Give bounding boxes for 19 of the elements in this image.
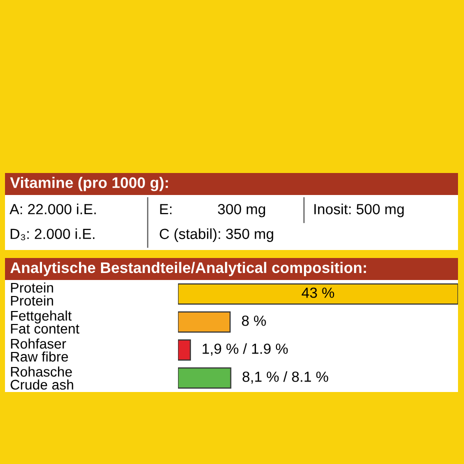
data-label: 1,9 % / 1.9 % xyxy=(202,343,288,356)
text: Inosit: 500 mg xyxy=(314,204,404,218)
bar xyxy=(178,283,458,305)
y-tick-label: Protein Protein xyxy=(11,282,54,306)
data-label: 43 % xyxy=(302,288,334,298)
y-tick-label: Rohfaser Raw fibre xyxy=(11,338,68,362)
bar xyxy=(178,367,232,389)
bar xyxy=(178,311,231,333)
text: D₃: 2.000 i.E. xyxy=(10,228,94,240)
text: Vitamine (pro 1000 g): xyxy=(10,176,168,192)
text: A: 22.000 i.E. xyxy=(10,204,96,214)
text: E: 300 mg xyxy=(160,204,266,218)
y-tick-label: Fettgehalt Fat content xyxy=(11,310,80,334)
data-label: 8,1 % / 8.1 % xyxy=(242,371,328,384)
y-tick-label: Rohasche Crude ash xyxy=(10,366,74,390)
data-label: 8 % xyxy=(242,316,266,326)
bar xyxy=(178,339,191,361)
text: C (stabil): 350 mg xyxy=(160,228,274,242)
chart-title: Analytische Bestandteile/Analytical composition: xyxy=(10,262,366,276)
